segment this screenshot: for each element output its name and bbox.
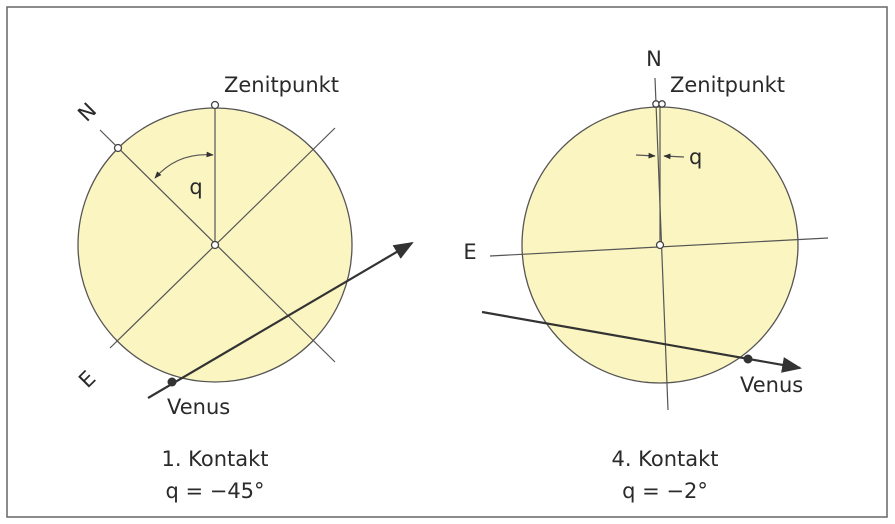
venus-label: Venus	[167, 395, 230, 419]
venus-path	[147, 241, 414, 399]
north-point	[113, 143, 123, 153]
center-point	[210, 240, 220, 250]
north-label: N	[646, 47, 662, 71]
east-axis	[109, 127, 336, 349]
panel-left: N Zenitpunkt q E Venus 1. Kontakt q = −4…	[73, 73, 414, 503]
angle-arrow	[663, 153, 685, 160]
caption: 4. Kontakt	[611, 447, 718, 471]
panel-right: N Zenitpunkt q E Venus 4. Kontakt q = −2…	[463, 47, 829, 503]
east-label: E	[463, 240, 476, 264]
zenith-label: Zenitpunkt	[224, 73, 339, 97]
angle-arrow	[635, 152, 656, 159]
angle-arc	[154, 151, 214, 179]
formula: q = −45°	[165, 479, 264, 503]
venus-label: Venus	[740, 373, 803, 397]
zenith-point	[210, 100, 220, 110]
center-point	[655, 240, 665, 250]
zenith-point	[658, 100, 666, 108]
formula: q = −2°	[622, 479, 708, 503]
venus	[167, 377, 177, 387]
caption: 1. Kontakt	[161, 447, 268, 471]
zenith-label: Zenitpunkt	[670, 73, 785, 97]
angle-label: q	[689, 145, 702, 169]
venus	[743, 354, 753, 364]
angle-label: q	[189, 175, 202, 199]
